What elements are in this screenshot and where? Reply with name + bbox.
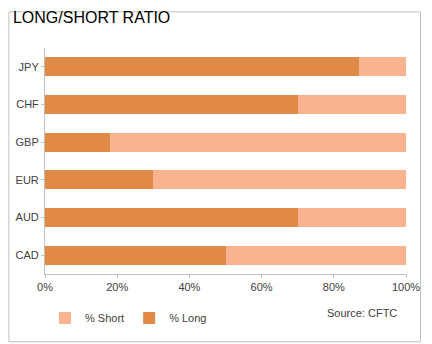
svg-text:Source: CFTC: Source: CFTC	[327, 307, 397, 319]
svg-text:AUD: AUD	[16, 211, 39, 223]
svg-text:CAD: CAD	[16, 249, 39, 261]
svg-text:20%: 20%	[106, 281, 128, 293]
svg-text:% Long: % Long	[169, 312, 206, 324]
svg-text:100%: 100%	[392, 281, 420, 293]
svg-text:0%: 0%	[37, 281, 53, 293]
svg-text:EUR: EUR	[16, 174, 39, 186]
svg-text:JPY: JPY	[19, 61, 40, 73]
svg-text:CHF: CHF	[16, 98, 39, 110]
svg-text:60%: 60%	[251, 281, 273, 293]
svg-text:% Short: % Short	[85, 312, 124, 324]
svg-text:40%: 40%	[178, 281, 200, 293]
svg-text:80%: 80%	[323, 281, 345, 293]
svg-text:LONG/SHORT RATIO: LONG/SHORT RATIO	[13, 9, 170, 26]
svg-text:GBP: GBP	[16, 136, 39, 148]
